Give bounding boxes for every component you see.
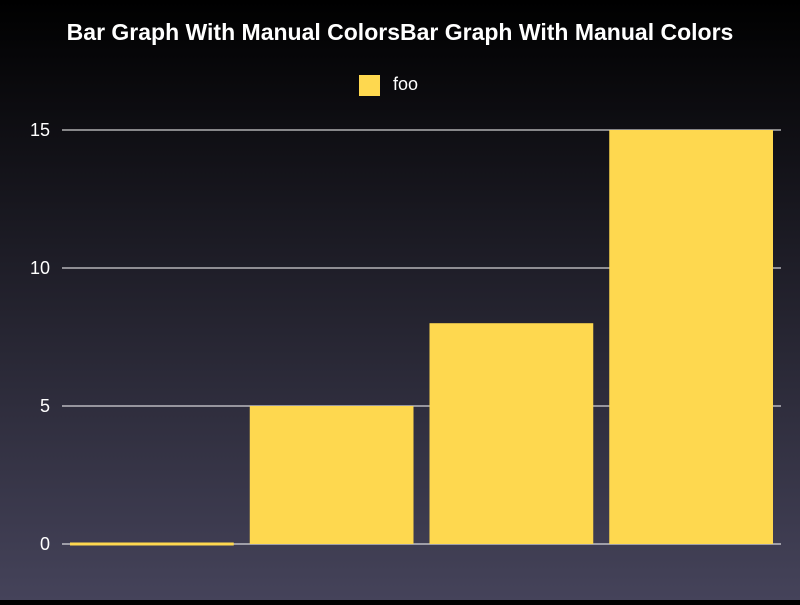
y-tick-label-5: 5 — [40, 396, 50, 416]
legend-label-foo: foo — [393, 74, 418, 94]
bar-3 — [429, 323, 594, 544]
bar-4 — [609, 130, 773, 544]
y-tick-label-10: 10 — [30, 258, 50, 278]
y-tick-label-0: 0 — [40, 534, 50, 554]
y-axis-tick-labels: 0 5 10 15 — [30, 120, 50, 554]
y-tick-label-15: 15 — [30, 120, 50, 140]
bar-2 — [249, 406, 414, 544]
legend: foo — [359, 74, 418, 96]
bars — [70, 130, 773, 546]
bar-1 — [70, 542, 234, 546]
legend-swatch-foo — [359, 75, 380, 96]
chart-title: Bar Graph With Manual ColorsBar Graph Wi… — [67, 19, 734, 45]
